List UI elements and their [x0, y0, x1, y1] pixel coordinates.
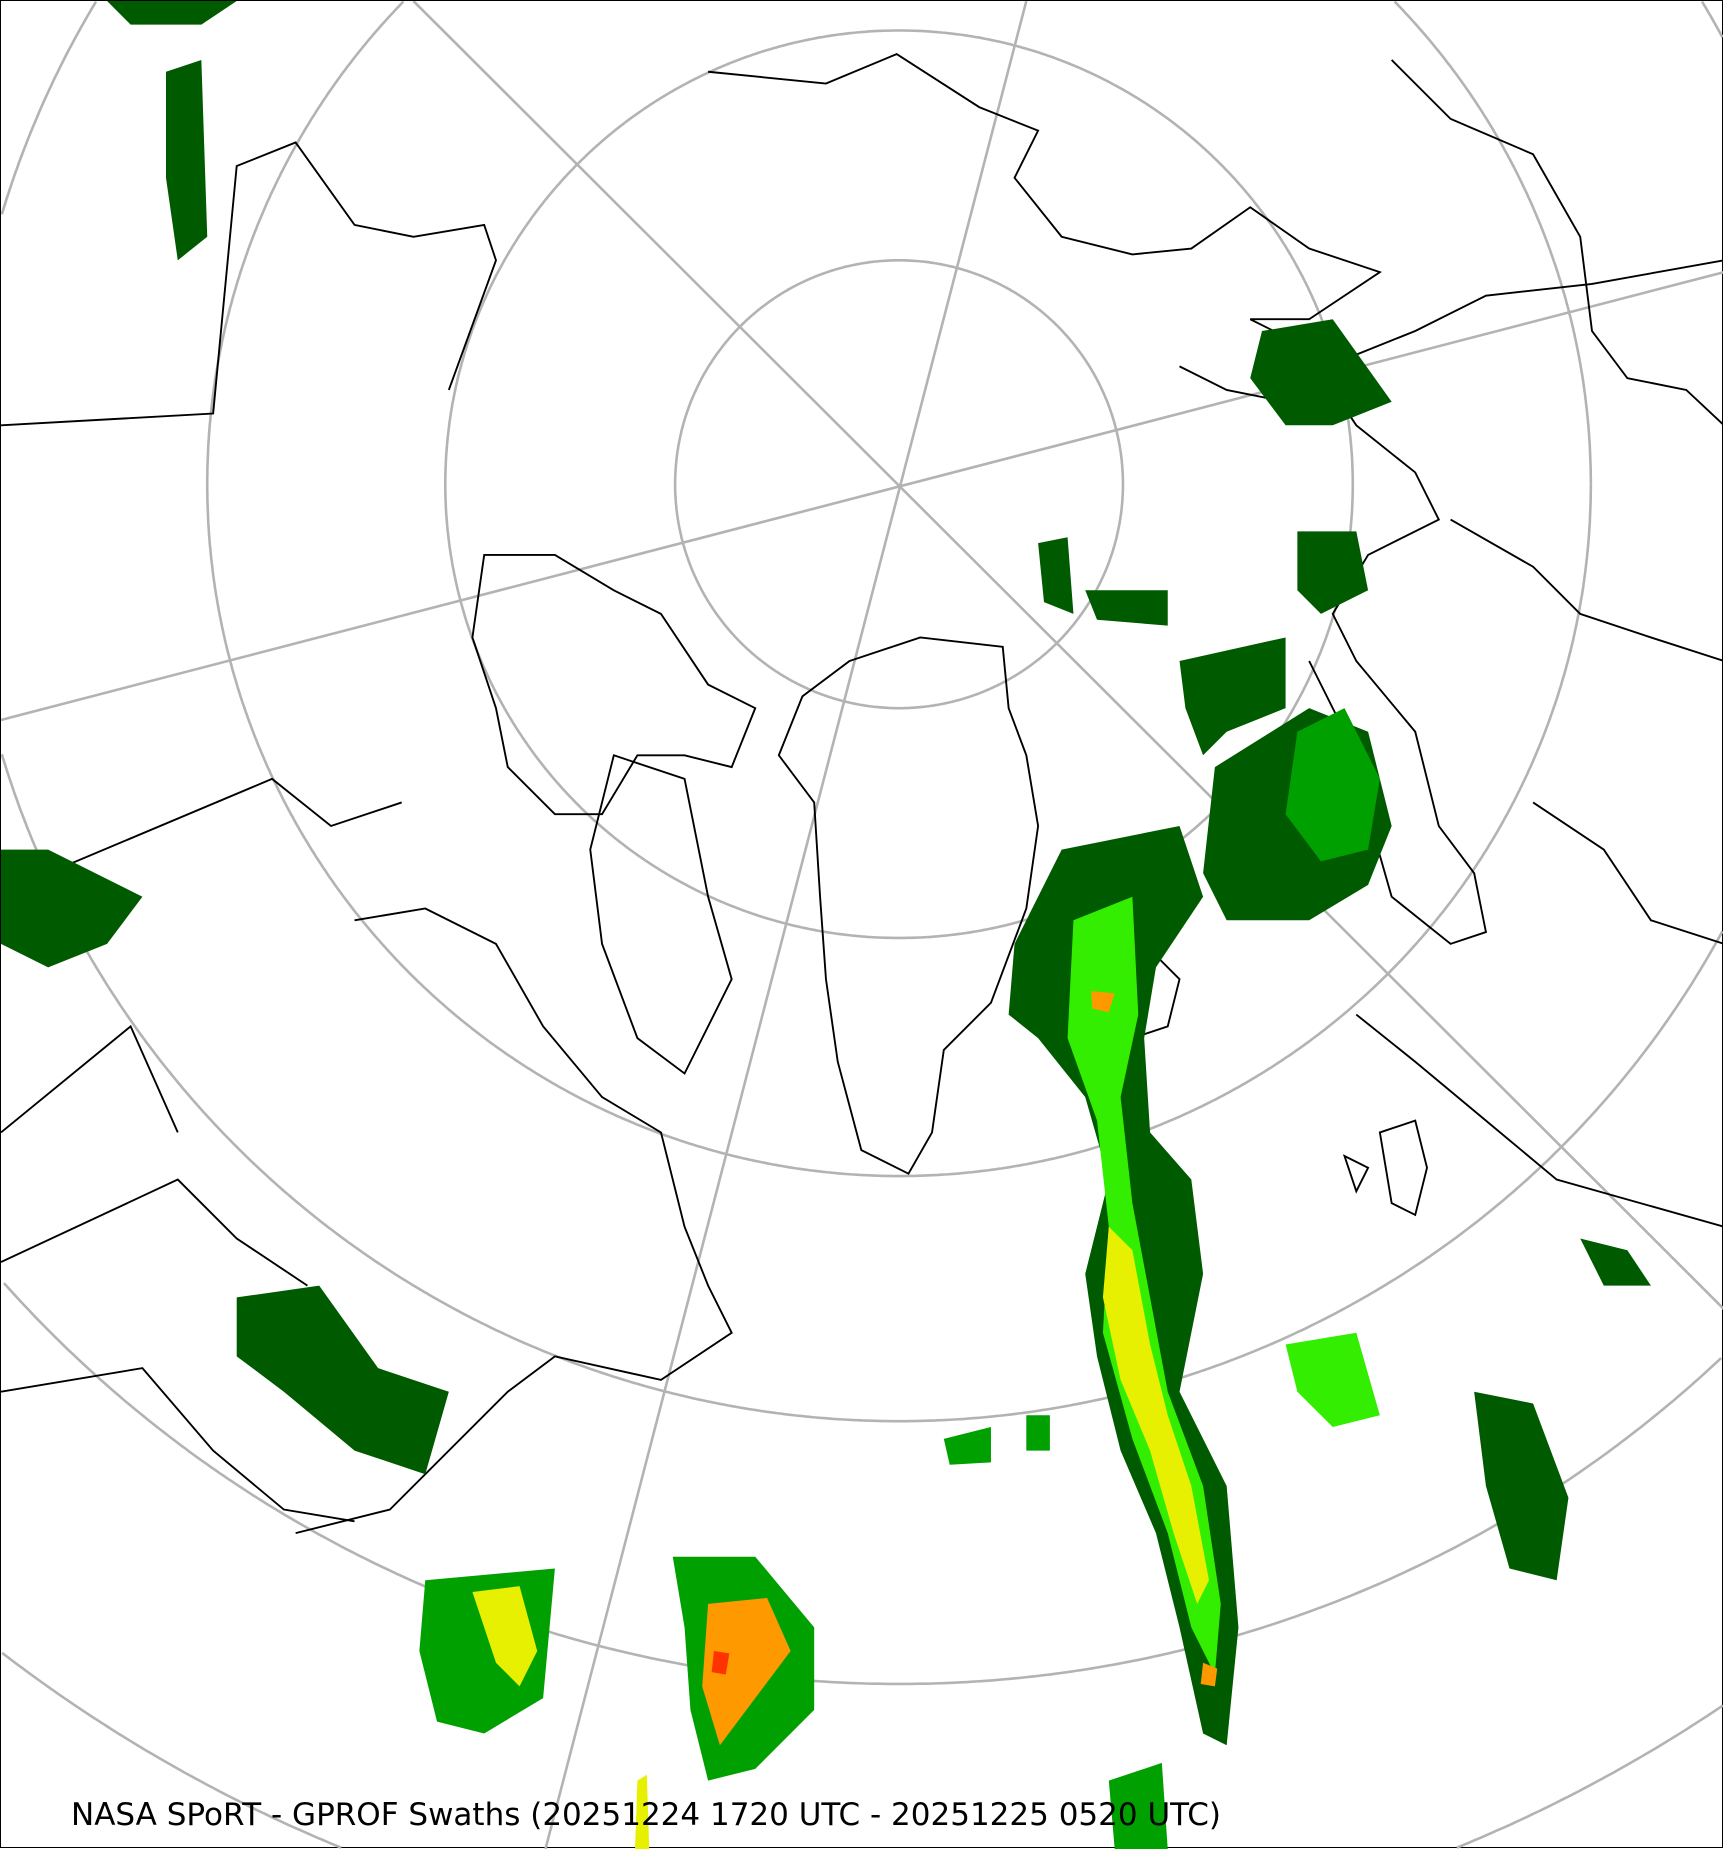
latitude-circle — [1, 1, 98, 215]
precip-great-lakes — [236, 1285, 449, 1475]
british-isles-outline — [1342, 1119, 1428, 1217]
meridian-line — [544, 1, 1028, 1849]
meridian-line — [1, 271, 1723, 722]
latitude-circle — [1393, 1, 1593, 485]
latitude-circle — [1700, 1, 1723, 38]
precipitation-swaths — [1, 1, 1651, 1849]
latitude-circle — [1, 753, 1723, 1423]
precip-canada-west — [1, 1, 237, 968]
precip-bottom-center — [943, 1415, 1168, 1849]
precip-west-atlantic-2-extreme — [711, 1650, 730, 1675]
arctic-islands — [471, 554, 757, 1075]
coastlines — [1, 53, 1723, 1535]
greenland-outline — [777, 636, 1040, 1175]
precip-azores — [1285, 1332, 1380, 1428]
europe-borders — [1355, 59, 1723, 1228]
latitude-circle — [205, 1, 1593, 1178]
map-caption: NASA SPoRT - GPROF Swaths (20251224 1720… — [71, 1797, 1221, 1833]
precip-scandinavia-bright — [1285, 708, 1380, 862]
precip-west-atlantic-1-heavy — [472, 1586, 538, 1687]
meridian-line — [412, 1, 1723, 1311]
precip-europe-east — [1474, 1238, 1651, 1581]
latitude-circle — [1456, 1704, 1723, 1849]
latitude-circle — [2, 1282, 1722, 1686]
precip-svalbard — [1038, 537, 1168, 626]
canada-coast — [1, 141, 733, 1535]
precip-west-atlantic-2-intense — [702, 1597, 791, 1746]
precip-heavy-band — [1102, 1226, 1209, 1604]
us-borders — [1, 777, 402, 1523]
precip-bottom-center-heavy — [635, 1774, 650, 1849]
latitude-circle — [1, 1651, 342, 1849]
latitude-circle — [673, 259, 1125, 710]
